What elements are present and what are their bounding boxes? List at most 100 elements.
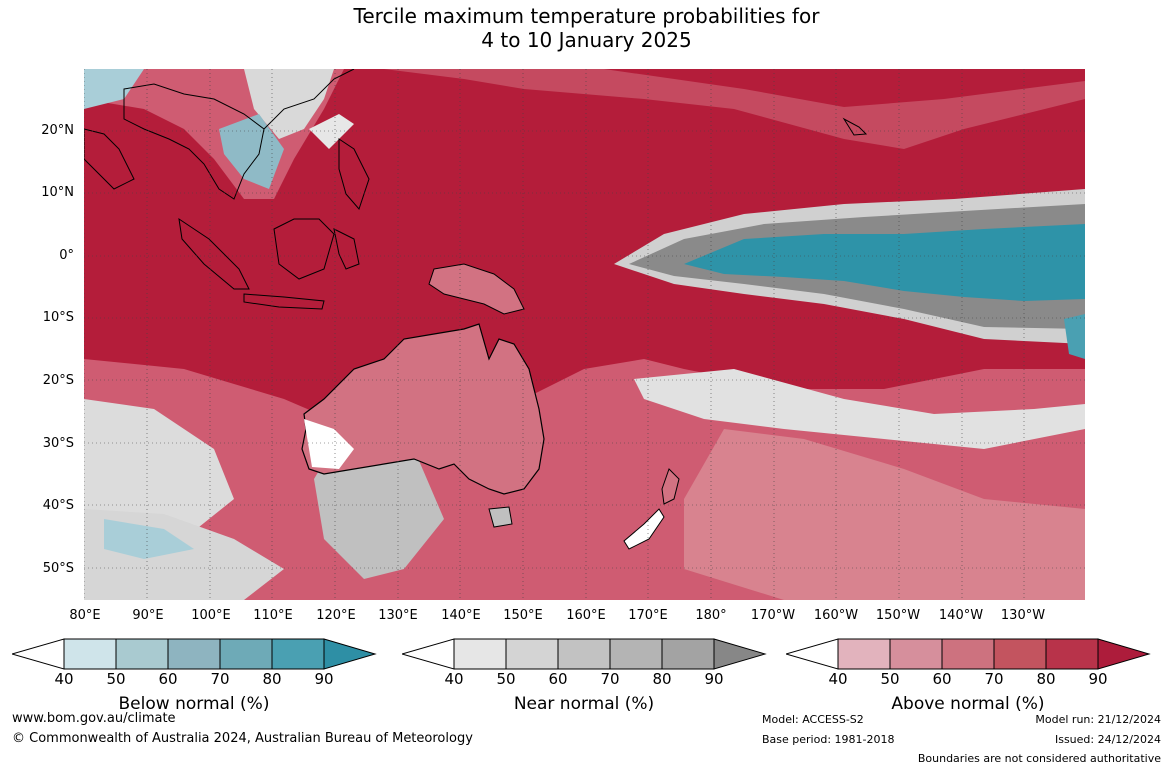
colorbar-above-tick: 40	[828, 670, 848, 688]
colorbar-near-normal	[402, 638, 767, 670]
lat-label-10s: 10°S	[42, 310, 74, 325]
hawaii-islands	[842, 117, 868, 136]
colorbar-near-tick: 60	[548, 670, 568, 688]
lat-label-50s: 50°S	[42, 561, 74, 576]
new-guinea	[428, 263, 525, 315]
lon-label-160e: 160°E	[566, 608, 606, 623]
india-coast	[84, 128, 135, 190]
title-line-2: 4 to 10 January 2025	[481, 28, 692, 52]
lat-label-40s: 40°S	[42, 498, 74, 513]
colorbar-near-swatch-2	[505, 638, 559, 670]
colorbar-above-tick: 70	[984, 670, 1004, 688]
map-graticule	[84, 69, 1085, 600]
nz-south-island	[623, 508, 665, 550]
colorbar-above-tick: 60	[932, 670, 952, 688]
lat-label-20n: 20°N	[41, 123, 74, 138]
footer-model: Model: ACCESS-S2	[762, 713, 864, 726]
colorbar-above-tick: 50	[880, 670, 900, 688]
title-line-1: Tercile maximum temperature probabilitie…	[353, 4, 820, 28]
nz-north-island	[661, 468, 680, 505]
colorbar-near-title: Near normal (%)	[513, 694, 655, 714]
borneo	[273, 218, 335, 280]
tasmania	[488, 506, 513, 528]
probability-map	[84, 69, 1085, 600]
colorbar-near-tick: 40	[444, 670, 464, 688]
java	[243, 293, 325, 310]
lon-label-100e: 100°E	[191, 608, 231, 623]
lat-label-10n: 10°N	[41, 185, 74, 200]
lon-label-160w: 160°W	[813, 608, 859, 623]
colorbar-below-swatch-4	[219, 638, 273, 670]
footer-base-period: Base period: 1981-2018	[762, 733, 895, 746]
colorbar-above-swatch-5	[1045, 638, 1099, 670]
colorbar-above-swatch-3	[941, 638, 995, 670]
wa-coast-near	[304, 419, 354, 469]
colorbar-below-tick: 90	[314, 670, 334, 688]
colorbar-below-swatch-1	[63, 638, 117, 670]
lon-label-150w: 150°W	[875, 608, 921, 623]
colorbar-above-swatch-2	[889, 638, 943, 670]
subtropic-near	[634, 369, 1085, 449]
lon-label-150e: 150°E	[503, 608, 543, 623]
footer-website-link[interactable]: www.bom.gov.au/climate	[12, 711, 176, 726]
colorbar-near-swatch-3	[557, 638, 611, 670]
lon-label-170w: 170°W	[750, 608, 796, 623]
colorbar-near-min-arrow	[402, 638, 455, 670]
colorbar-below-min-arrow	[12, 638, 65, 670]
lon-label-140w: 140°W	[938, 608, 984, 623]
colorbar-below-tick: 70	[210, 670, 230, 688]
colorbar-below-swatch-2	[115, 638, 169, 670]
colorbar-below-swatch-3	[167, 638, 221, 670]
colorbar-above-normal	[786, 638, 1151, 670]
colorbar-near-swatch-5	[661, 638, 715, 670]
footer-issued: Issued: 24/12/2024	[1054, 733, 1161, 746]
lon-label-140e: 140°E	[441, 608, 481, 623]
lat-label-0: 0°	[59, 248, 74, 263]
lon-label-110e: 110°E	[253, 608, 293, 623]
north-band-inner	[604, 69, 1085, 107]
colorbar-near-max-arrow	[713, 638, 767, 670]
australia-landmass	[301, 323, 545, 495]
lon-label-180: 180°	[695, 608, 727, 623]
colorbar-above-swatch-1	[837, 638, 891, 670]
south-indian-near	[84, 399, 234, 539]
colorbar-above-tick: 80	[1036, 670, 1056, 688]
colorbar-above-title: Above normal (%)	[891, 694, 1045, 714]
china-coast-near	[309, 114, 354, 149]
indochina-coast	[123, 83, 265, 200]
map-canvas	[84, 69, 1085, 600]
colorbar-below-tick: 80	[262, 670, 282, 688]
southeast-warm-light	[684, 429, 1085, 600]
east-below-patch	[1064, 314, 1085, 359]
footer-model-run: Model run: 21/12/2024	[1035, 713, 1161, 726]
lon-label-170e: 170°E	[628, 608, 668, 623]
colorbar-below-normal	[12, 638, 377, 670]
lon-label-80e: 80°E	[69, 608, 101, 623]
lon-label-90e: 90°E	[132, 608, 164, 623]
footer-copyright: © Commonwealth of Australia 2024, Austra…	[12, 731, 473, 746]
colorbar-near-swatch-4	[609, 638, 663, 670]
colorbar-near-tick: 70	[600, 670, 620, 688]
colorbar-above-swatch-4	[993, 638, 1047, 670]
footer-disclaimer: Boundaries are not considered authoritat…	[917, 752, 1161, 765]
nw-cool-patch	[84, 69, 144, 109]
colorbar-below-swatch-5	[271, 638, 325, 670]
colorbar-near-swatch-1	[453, 638, 507, 670]
colorbar-below-title: Below normal (%)	[118, 694, 270, 714]
colorbar-above-max-arrow	[1097, 638, 1151, 670]
colorbar-near-tick: 90	[704, 670, 724, 688]
equatorial-below	[684, 224, 1085, 301]
colorbar-above-tick: 90	[1088, 670, 1108, 688]
sumatra	[178, 217, 250, 290]
lon-label-120e: 120°E	[316, 608, 356, 623]
colorbar-near-tick: 80	[652, 670, 672, 688]
sulawesi	[333, 228, 360, 270]
colorbar-below-tick: 50	[106, 670, 126, 688]
map-title: Tercile maximum temperature probabilitie…	[0, 4, 1173, 52]
lat-label-30s: 30°S	[42, 436, 74, 451]
colorbar-above-min-arrow	[786, 638, 839, 670]
indochina-cool	[219, 114, 284, 189]
colorbar-below-tick: 60	[158, 670, 178, 688]
lat-label-20s: 20°S	[42, 373, 74, 388]
philippines	[338, 138, 370, 210]
